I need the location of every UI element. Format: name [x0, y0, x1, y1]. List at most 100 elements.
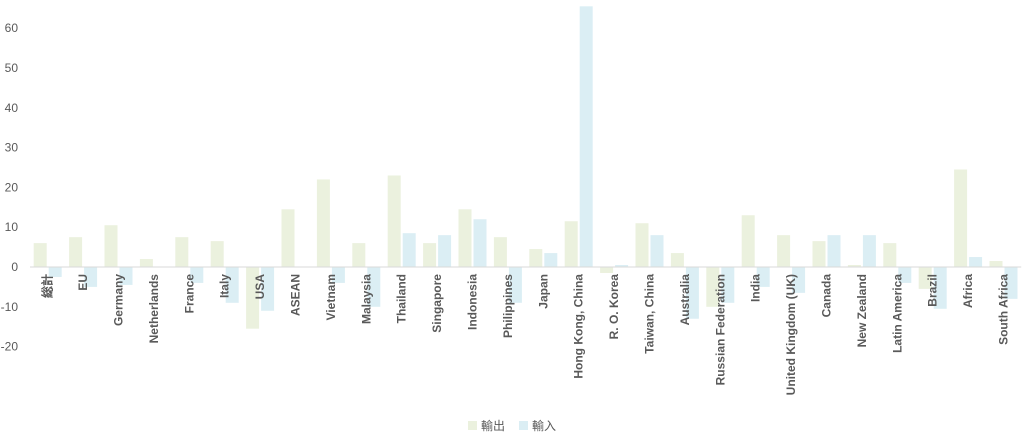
x-tick-label: Singapore	[430, 274, 444, 333]
import-bar-12	[473, 219, 487, 267]
y-tick-label: 50	[5, 61, 19, 75]
x-tick-label: Netherlands	[147, 274, 161, 344]
export-bar-18	[670, 253, 684, 267]
x-tick-label: Taiwan, China	[643, 274, 657, 354]
import-bar-24	[898, 267, 912, 283]
x-tick-label: Malaysia	[359, 274, 373, 324]
import-bar-18	[685, 267, 699, 319]
export-bar-15	[564, 221, 578, 267]
export-bar-3	[139, 259, 153, 267]
export-bar-24	[883, 243, 897, 267]
y-tick-label: 10	[5, 220, 19, 234]
import-bar-10	[402, 233, 416, 267]
export-bar-20	[741, 215, 755, 267]
bars	[33, 6, 1018, 329]
import-bar-5	[225, 267, 239, 303]
legend-label-import: 輸入	[532, 418, 557, 433]
export-bar-0	[33, 243, 47, 267]
y-axis: -20 -10 0 10 20 30 40 50 60	[1, 21, 19, 353]
import-bar-8	[331, 267, 345, 283]
export-bar-12	[458, 209, 472, 267]
y-tick-label: 30	[5, 141, 19, 155]
import-bar-25	[933, 267, 947, 309]
import-bar-11	[438, 235, 452, 267]
export-bar-2	[104, 225, 118, 267]
import-bar-13	[508, 267, 522, 303]
x-tick-label: 総計	[40, 274, 55, 298]
export-bar-11	[423, 243, 437, 267]
import-bar-21	[792, 267, 806, 293]
export-bar-16	[600, 267, 614, 273]
y-tick-label: -10	[1, 300, 19, 314]
x-tick-label: Hong Kong, China	[572, 274, 586, 379]
legend-label-export: 輸出	[480, 418, 505, 433]
export-bar-9	[352, 243, 366, 267]
x-tick-label: Africa	[961, 274, 975, 308]
y-tick-label: 40	[5, 101, 19, 115]
import-bar-27	[1004, 267, 1018, 299]
x-tick-label: Italy	[218, 274, 232, 298]
legend: 輸出 輸入	[0, 416, 1024, 434]
import-bar-4	[190, 267, 204, 283]
x-tick-label: USA	[253, 274, 267, 300]
x-tick-label: EU	[76, 274, 90, 291]
export-bar-14	[529, 249, 543, 267]
import-bar-1	[84, 267, 98, 287]
import-bar-15	[579, 6, 593, 268]
y-tick-label: 0	[11, 260, 18, 274]
export-bar-26	[954, 169, 968, 267]
y-tick-label: -20	[1, 340, 19, 354]
export-bar-5	[210, 241, 224, 267]
export-bar-27	[989, 261, 1003, 267]
import-bar-23	[862, 235, 876, 267]
x-tick-label: Thailand	[395, 274, 409, 323]
import-bar-16	[615, 265, 629, 267]
import-bar-20	[756, 267, 770, 287]
x-tick-label: Latin America	[890, 274, 904, 353]
export-bar-10	[387, 175, 401, 267]
x-tick-label: Australia	[678, 274, 692, 326]
import-bar-9	[367, 267, 381, 307]
x-tick-label: Indonesia	[466, 274, 480, 330]
legend-item-export: 輸出	[467, 417, 505, 434]
export-bar-1	[69, 237, 83, 267]
y-tick-label: 20	[5, 180, 19, 194]
x-tick-label: India	[749, 274, 763, 302]
export-bar-17	[635, 223, 649, 267]
x-tick-label: Russian Federation	[713, 274, 727, 385]
bar-chart: -20 -10 0 10 20 30 40 50 60 総計 EU Germany Netherlan…	[1, 6, 1022, 396]
x-tick-label: ASEAN	[289, 274, 303, 316]
export-bar-19	[706, 267, 720, 307]
legend-item-import: 輸入	[519, 417, 556, 434]
x-tick-label: Germany	[112, 274, 126, 326]
import-bar-6	[261, 267, 275, 311]
x-axis: 総計 EU Germany Netherlands France Italy USA ASEA…	[40, 274, 1011, 396]
export-bar-6	[246, 267, 260, 329]
x-tick-label: Japan	[536, 274, 550, 309]
export-bar-4	[175, 237, 189, 267]
export-bar-13	[493, 237, 507, 267]
x-tick-label: Vietnam	[324, 274, 338, 320]
export-bar-8	[316, 179, 330, 267]
legend-swatch-import	[519, 420, 528, 430]
export-bar-25	[918, 267, 932, 289]
x-tick-label: France	[182, 274, 196, 314]
export-bar-22	[812, 241, 826, 267]
export-bar-7	[281, 209, 295, 267]
import-bar-17	[650, 235, 664, 267]
legend-swatch-export	[467, 420, 477, 430]
import-bar-26	[969, 257, 983, 267]
import-bar-22	[827, 235, 841, 267]
x-tick-label: Philippines	[501, 274, 515, 338]
x-tick-label: New Zealand	[855, 274, 869, 347]
import-bar-2	[119, 267, 133, 285]
import-bar-14	[544, 253, 558, 267]
export-bar-23	[847, 265, 861, 267]
x-tick-label: Canada	[820, 274, 834, 318]
x-tick-label: Brazil	[926, 274, 940, 307]
x-tick-label: R. O. Korea	[607, 274, 621, 340]
import-bar-19	[721, 267, 735, 303]
y-tick-label: 60	[5, 21, 19, 35]
x-tick-label: United Kingdom (UK)	[784, 274, 798, 395]
x-tick-label: South Africa	[997, 274, 1011, 345]
